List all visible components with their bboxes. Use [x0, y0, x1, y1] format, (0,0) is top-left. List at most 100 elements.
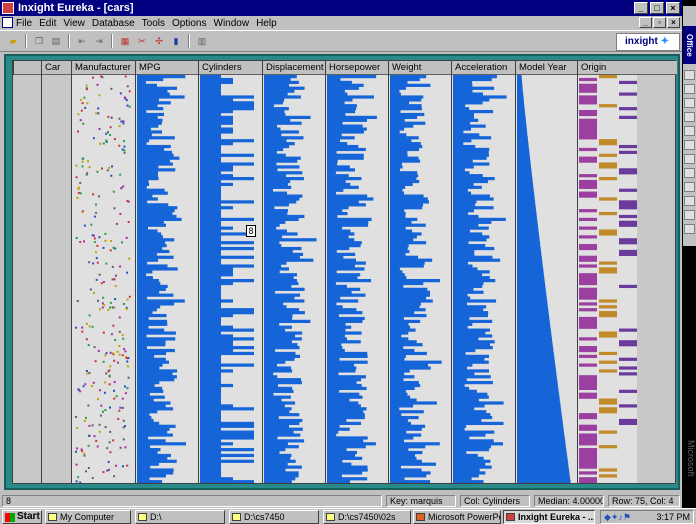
menu-view[interactable]: View — [63, 17, 85, 29]
column-origin[interactable] — [577, 75, 637, 483]
filter-icon[interactable]: ✂ — [138, 35, 146, 46]
value-bar — [200, 235, 221, 239]
column-header-mpg[interactable]: MPG — [135, 61, 198, 75]
value-bar — [137, 77, 164, 82]
category-bar — [579, 98, 597, 102]
column-manufacturer[interactable] — [71, 75, 135, 483]
app-icon[interactable] — [2, 2, 14, 14]
value-bar — [200, 226, 233, 230]
column-header-horsepower[interactable]: Horsepower — [325, 61, 388, 75]
value-bar — [264, 319, 311, 324]
value-bar — [264, 354, 301, 358]
value-bar — [517, 442, 566, 446]
value-bar — [137, 142, 147, 146]
value-bar — [327, 177, 362, 181]
title-bar[interactable]: Inxight Eureka - [cars] _ □ × — [0, 0, 682, 16]
column-header-cylinders[interactable]: Cylinders — [198, 61, 262, 75]
column-header-model-year[interactable]: Model Year — [515, 61, 577, 75]
office-word-icon[interactable] — [684, 210, 695, 220]
task-powerpoint[interactable]: Microsoft PowerPoin... — [413, 510, 501, 524]
value-bar — [390, 448, 409, 452]
doc-close-button[interactable]: × — [667, 17, 680, 28]
value-bar — [327, 144, 359, 149]
menu-edit[interactable]: Edit — [39, 17, 57, 29]
task-my-computer[interactable]: My Computer — [45, 510, 131, 524]
column-model-year[interactable] — [515, 75, 577, 483]
windows-logo-icon — [5, 513, 15, 522]
forward-icon[interactable]: ⇥ — [95, 35, 103, 46]
column-header-displacement[interactable]: Displacement — [262, 61, 325, 75]
start-button[interactable]: Start — [2, 510, 42, 524]
category-dot — [85, 84, 88, 87]
category-dot — [103, 304, 106, 307]
office-mail-icon[interactable] — [684, 98, 695, 108]
menu-window[interactable]: Window — [213, 17, 250, 29]
column-displacement[interactable] — [262, 75, 325, 483]
value-bar — [390, 459, 422, 463]
zoom-icon[interactable]: ▮ — [173, 35, 179, 46]
value-bar — [327, 136, 355, 140]
column-acceleration[interactable] — [451, 75, 515, 483]
menu-options[interactable]: Options — [172, 17, 207, 29]
column-header-manufacturer[interactable]: Manufacturer — [71, 61, 135, 75]
menu-tools[interactable]: Tools — [141, 17, 166, 29]
office-task-icon[interactable] — [684, 126, 695, 136]
task-cs7450-02s[interactable]: D:\cs7450\02s — [323, 510, 411, 524]
value-bar — [264, 480, 292, 483]
category-dot — [102, 296, 105, 299]
category-bar — [579, 459, 597, 463]
office-calendar-icon[interactable] — [684, 112, 695, 122]
back-icon[interactable]: ⇤ — [78, 35, 86, 46]
task-cs7450[interactable]: D:\cs7450 — [229, 510, 319, 524]
focus-icon[interactable]: ✣ — [155, 35, 163, 46]
value-bar — [390, 319, 421, 324]
value-bar — [390, 255, 418, 259]
column-header-car[interactable]: Car — [41, 61, 71, 75]
maximize-button[interactable]: □ — [650, 2, 664, 14]
minimize-button[interactable]: _ — [634, 2, 648, 14]
office-contact-icon[interactable] — [684, 140, 695, 150]
close-button[interactable]: × — [666, 2, 680, 14]
menu-file[interactable]: File — [16, 17, 33, 29]
value-bar — [390, 369, 410, 373]
column-car[interactable] — [41, 75, 71, 483]
value-bar — [390, 264, 424, 268]
column-weight[interactable] — [388, 75, 451, 483]
open-icon[interactable]: ▰ — [9, 35, 17, 46]
sort-icon[interactable]: ▦ — [120, 35, 130, 46]
value-bar — [517, 337, 552, 341]
grid-icon[interactable]: ▥ — [197, 35, 207, 46]
column-header-origin[interactable]: Origin — [577, 61, 637, 75]
office-journal-icon[interactable] — [684, 154, 695, 164]
column-cylinders[interactable] — [198, 75, 262, 483]
doc-minimize-button[interactable]: _ — [639, 17, 652, 28]
paste-icon[interactable]: ▤ — [51, 35, 61, 46]
category-bar — [599, 398, 617, 402]
value-bar — [200, 462, 221, 466]
category-dot — [87, 404, 90, 407]
document-icon[interactable] — [2, 17, 13, 28]
category-bar — [579, 174, 597, 178]
office-binder-icon[interactable] — [684, 182, 695, 192]
task-d-drive[interactable]: D:\ — [135, 510, 225, 524]
column-header-acceleration[interactable]: Acceleration — [451, 61, 515, 75]
menu-database[interactable]: Database — [91, 17, 135, 29]
tray-icons[interactable]: ◆✦♪⚑ — [604, 512, 632, 522]
value-bar — [200, 249, 221, 254]
column-mpg[interactable] — [135, 75, 198, 483]
task-inxight-eureka[interactable]: Inxight Eureka - ... — [503, 510, 595, 524]
office-note-icon[interactable] — [684, 168, 695, 178]
column-header-weight[interactable]: Weight — [388, 61, 451, 75]
category-bar — [599, 104, 617, 108]
column-horsepower[interactable] — [325, 75, 388, 483]
row-selector-header[interactable] — [13, 61, 41, 75]
copy-icon[interactable]: ❐ — [34, 35, 44, 46]
category-dot — [124, 350, 127, 353]
office-help-icon[interactable] — [684, 196, 695, 206]
office-open-icon[interactable] — [684, 84, 695, 94]
doc-restore-button[interactable]: ▫ — [653, 17, 666, 28]
office-excel-icon[interactable] — [684, 224, 695, 234]
value-bar — [453, 302, 467, 306]
menu-help[interactable]: Help — [256, 17, 277, 29]
office-new-doc-icon[interactable] — [684, 70, 695, 80]
